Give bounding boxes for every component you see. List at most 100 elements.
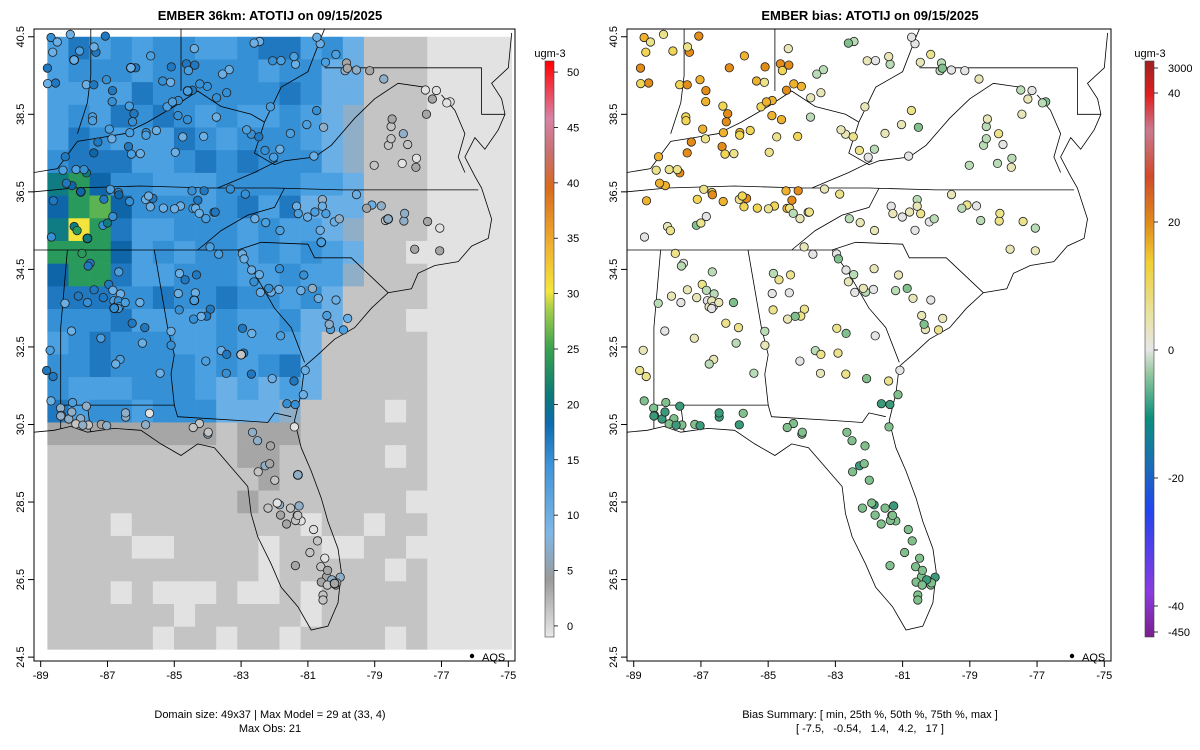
grid-cell [279,240,301,264]
bias-station-marker [645,37,656,47]
station-marker [93,137,103,147]
grid-cell [406,467,428,491]
left-xtick-label: -83 [233,670,249,682]
grid-cell [469,104,491,128]
grid-cell [490,445,512,469]
grid-cell [89,467,111,491]
left-footer-line1: Domain size: 49x37 | Max Model = 29 at (… [154,709,385,721]
bias-station-marker [859,459,869,469]
grid-cell [110,603,133,627]
grid-cell [110,104,133,128]
left-coastline [34,32,513,631]
grid-cell [216,218,238,242]
grid-cell [321,331,344,355]
station-marker [107,86,118,96]
station-marker [83,261,93,271]
right-colorbar-label: -20 [1168,473,1184,485]
station-marker [60,152,70,162]
station-marker [145,202,155,212]
grid-cell [469,558,491,582]
right-state-boundary [858,29,920,123]
grid-cell [469,240,491,264]
station-marker [296,285,306,296]
station-marker [291,201,302,211]
station-marker [397,158,407,168]
bias-station-marker [857,503,868,513]
grid-cell [363,422,386,446]
bias-station-marker [917,580,927,590]
bias-station-marker [701,86,711,96]
bias-station-marker [782,314,793,324]
grid-cell [469,445,491,469]
bias-station-marker [759,77,770,87]
bias-station-marker [695,421,705,431]
grid-cell [406,263,428,287]
grid-cell [342,240,365,264]
grid-cell [300,172,323,196]
grid-cell [406,195,428,219]
bias-station-marker [672,165,682,175]
bias-station-marker [1023,94,1033,104]
grid-cell [363,445,386,469]
station-marker [105,184,115,194]
bias-station-marker [902,283,912,293]
station-marker [365,66,375,76]
grid-cell [47,422,69,446]
bias-station-marker [893,270,904,280]
grid-cell [342,513,365,537]
station-marker [120,297,130,308]
grid-cell [469,467,491,491]
station-marker [99,194,109,204]
grid-cell [448,513,470,537]
grid-cell [68,626,90,650]
grid-cell [300,263,323,287]
grid-cell [490,172,512,196]
right-ytick-label: 28.5 [608,491,620,512]
grid-cell [216,513,238,537]
grid-cell [68,377,90,401]
bias-station-marker [913,595,923,605]
grid-cell [173,218,196,242]
bias-station-marker [896,120,907,130]
bias-station-marker [971,201,982,211]
right-state-boundary [791,187,880,251]
grid-cell [300,581,323,605]
bias-station-marker [700,134,711,144]
grid-cell [300,399,323,423]
grid-cell [131,377,154,401]
bias-station-marker [641,371,651,382]
grid-cell [258,377,280,401]
grid-cell [237,467,259,491]
grid-cell [110,218,133,242]
bias-station-marker [660,326,670,336]
grid-cell [490,263,512,287]
grid-cell [216,36,238,60]
grid-cell [342,354,365,378]
grid-cell [237,82,259,106]
grid-cell [47,377,69,401]
grid-cell [152,36,175,60]
grid-cell [342,263,365,287]
bias-station-marker [752,203,762,213]
bias-station-marker [721,318,731,328]
bias-station-marker [833,348,843,358]
grid-cell [469,218,491,242]
left-xtick-label: -77 [434,670,450,682]
bias-station-marker [782,422,792,433]
left-ytick-label: 28.5 [15,491,27,512]
station-marker [318,122,329,132]
grid-cell [47,467,69,491]
right-xtick-label: -89 [626,670,642,682]
station-marker [275,144,285,154]
grid-cell [321,535,344,559]
bias-station-marker [768,305,778,315]
bias-station-marker [701,211,711,222]
grid-cell [195,377,217,401]
grid-cell [490,581,512,605]
grid-cell [363,581,386,605]
bias-station-marker [981,134,991,144]
grid-cell [321,467,344,491]
grid-cell [321,490,344,514]
bias-station-marker [805,112,816,122]
grid-cell [89,490,111,514]
